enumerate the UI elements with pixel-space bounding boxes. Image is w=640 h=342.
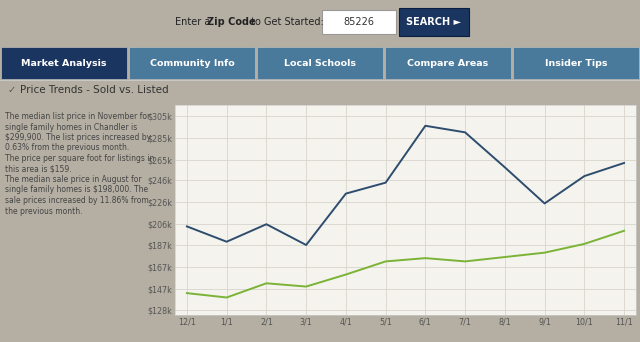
Text: Local Schools: Local Schools [284,58,356,67]
Text: The median sale price in August for: The median sale price in August for [5,175,141,184]
Text: Zip Code: Zip Code [207,17,255,27]
Text: this area is $159.: this area is $159. [5,165,72,173]
Text: Insider Tips: Insider Tips [545,58,607,67]
Text: Market Analysis: Market Analysis [21,58,107,67]
Text: 0.63% from the previous month.: 0.63% from the previous month. [5,144,129,153]
Text: 85226: 85226 [344,17,374,27]
FancyBboxPatch shape [399,8,469,36]
Text: $299,900. The list prices increased by: $299,900. The list prices increased by [5,133,151,142]
Text: single family homes is $198,000. The: single family homes is $198,000. The [5,185,148,195]
Text: ✓: ✓ [8,85,16,95]
Text: Community Info: Community Info [150,58,234,67]
Text: The median list price in November for: The median list price in November for [5,112,150,121]
Text: Price Trends - Sold vs. Listed: Price Trends - Sold vs. Listed [20,85,168,95]
Text: The price per square foot for listings in: The price per square foot for listings i… [5,154,154,163]
Text: single family homes in Chandler is: single family homes in Chandler is [5,122,137,132]
Text: sale prices increased by 11.86% from: sale prices increased by 11.86% from [5,196,148,205]
FancyBboxPatch shape [322,10,396,34]
Text: Enter a: Enter a [175,17,214,27]
Text: to Get Started:: to Get Started: [248,17,324,27]
FancyBboxPatch shape [257,47,383,79]
FancyBboxPatch shape [1,47,127,79]
Text: SEARCH ►: SEARCH ► [406,17,461,27]
Text: the previous month.: the previous month. [5,207,83,215]
FancyBboxPatch shape [129,47,255,79]
FancyBboxPatch shape [513,47,639,79]
Text: Compare Areas: Compare Areas [408,58,488,67]
FancyBboxPatch shape [385,47,511,79]
